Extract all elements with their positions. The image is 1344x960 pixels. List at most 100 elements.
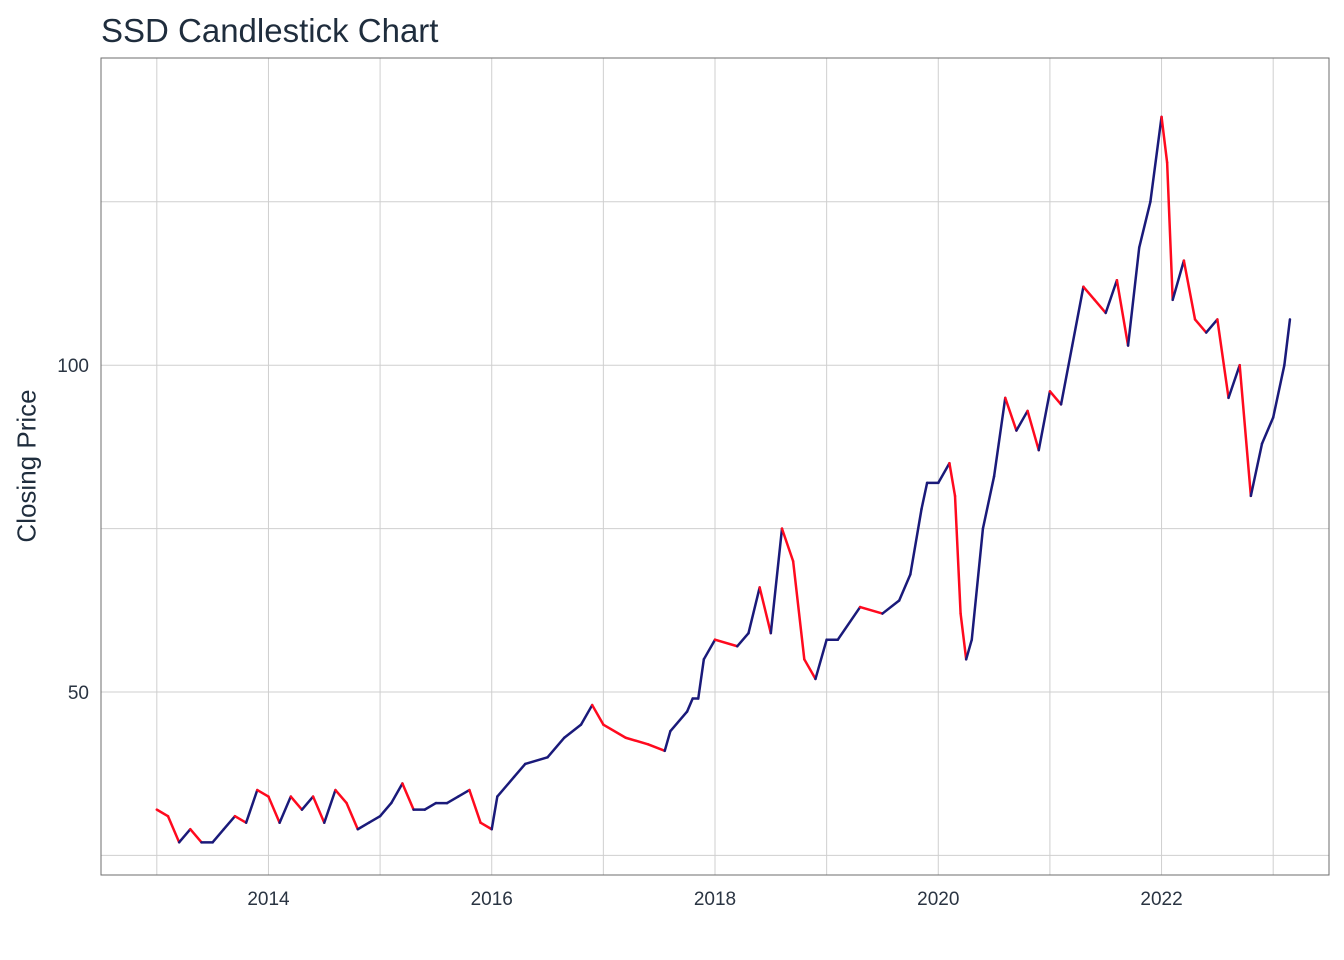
price-segment-down <box>479 821 493 831</box>
price-segment-up <box>546 736 566 759</box>
y-tick-label: 100 <box>57 356 89 377</box>
plot-border <box>100 57 1330 876</box>
price-segment-up <box>669 710 689 733</box>
x-tick-label: 2020 <box>917 889 959 910</box>
price-segment-down <box>267 795 281 824</box>
y-tick-label: 50 <box>68 683 89 704</box>
price-segment-down <box>233 814 248 824</box>
price-segment-up <box>278 795 293 824</box>
x-tick-label: 2018 <box>694 889 736 910</box>
price-segment-up <box>456 788 471 798</box>
price-segment-down <box>345 801 360 831</box>
price-segment-up <box>323 788 337 824</box>
price-segment-down <box>780 527 795 563</box>
price-segment-down <box>1160 115 1169 164</box>
price-segment-up <box>1126 246 1141 347</box>
price-segment-up <box>1271 363 1286 419</box>
axes <box>100 57 1330 876</box>
price-segment-up <box>897 573 912 602</box>
price-segment-down <box>858 605 884 615</box>
price-segment-up <box>769 527 784 635</box>
x-tick-label: 2022 <box>1140 889 1182 910</box>
price-segment-down <box>959 612 968 661</box>
price-segment-down <box>624 736 650 746</box>
price-segment-down <box>401 782 415 811</box>
price-series <box>155 115 1292 844</box>
price-segment-up <box>1227 363 1241 400</box>
price-segment-up <box>390 782 404 805</box>
price-segment-down <box>1193 318 1208 334</box>
price-segment-down <box>803 658 817 681</box>
price-segment-down <box>189 827 203 844</box>
price-segment-down <box>256 788 270 798</box>
chart-title: SSD Candlestick Chart <box>101 12 439 49</box>
price-segment-down <box>953 494 962 615</box>
price-segment-up <box>1283 318 1292 367</box>
price-segment-down <box>1182 259 1197 321</box>
price-segment-down <box>758 586 773 635</box>
price-segment-up <box>697 658 706 700</box>
price-segment-down <box>155 808 170 818</box>
price-segment-up <box>579 703 594 726</box>
price-segment-down <box>289 795 304 811</box>
price-segment-up <box>222 814 237 831</box>
price-segment-up <box>920 481 929 511</box>
price-segment-up <box>836 605 862 641</box>
price-segment-up <box>512 762 527 779</box>
price-segment-down <box>1093 298 1107 315</box>
price-segment-down <box>1048 390 1063 406</box>
gridlines <box>101 58 1329 875</box>
price-segment-up <box>177 827 192 844</box>
price-segment-up <box>300 795 315 811</box>
price-segment-up <box>1104 278 1119 315</box>
price-segment-up <box>1037 390 1052 452</box>
tick-labels: 2014 2016 2018 2020 2022 50 100 <box>57 356 1182 910</box>
x-tick-label: 2014 <box>247 889 290 910</box>
price-segment-up <box>747 586 761 635</box>
price-segment-up <box>881 599 901 615</box>
price-segment-up <box>423 801 438 811</box>
price-segment-up <box>1171 259 1186 302</box>
price-segment-down <box>1026 409 1040 452</box>
price-segment-down <box>1115 278 1130 347</box>
price-segment-up <box>356 821 371 831</box>
price-segment-down <box>1082 285 1096 302</box>
price-segment-up <box>1070 285 1085 347</box>
price-segment-down <box>311 795 326 824</box>
price-segment-up <box>970 527 985 641</box>
price-segment-up <box>523 756 549 766</box>
price-segment-down <box>646 743 667 753</box>
price-segment-up <box>937 461 951 485</box>
price-segment-up <box>909 507 923 576</box>
x-tick-label: 2016 <box>471 889 513 910</box>
price-segment-up <box>1249 442 1264 498</box>
price-segment-up <box>736 631 750 648</box>
price-segment-up <box>211 827 226 844</box>
price-segment-down <box>334 788 348 805</box>
price-segment-up <box>378 801 393 818</box>
price-segment-up <box>496 775 516 798</box>
price-segment-up <box>244 788 259 824</box>
price-segment-up <box>1204 318 1219 334</box>
price-segment-up <box>1015 409 1029 432</box>
price-segment-down <box>948 461 957 498</box>
price-segment-up <box>1137 200 1152 249</box>
price-segment-down <box>166 814 181 844</box>
price-segment-up <box>563 723 583 739</box>
price-segment-down <box>602 723 627 739</box>
price-segment-up <box>445 795 460 805</box>
price-segment-up <box>702 638 717 661</box>
price-segment-up <box>1059 344 1074 406</box>
price-segment-down <box>468 788 482 824</box>
price-segment-up <box>490 795 499 831</box>
price-segment-up <box>1149 115 1163 204</box>
price-segment-down <box>590 703 605 726</box>
price-segment-up <box>814 638 828 681</box>
price-segment-down <box>713 638 739 648</box>
price-segment-up <box>992 396 1007 478</box>
price-segment-up <box>964 638 974 661</box>
price-segment-up <box>663 729 672 753</box>
price-segment-down <box>1216 318 1230 400</box>
price-segment-down <box>1165 161 1174 302</box>
